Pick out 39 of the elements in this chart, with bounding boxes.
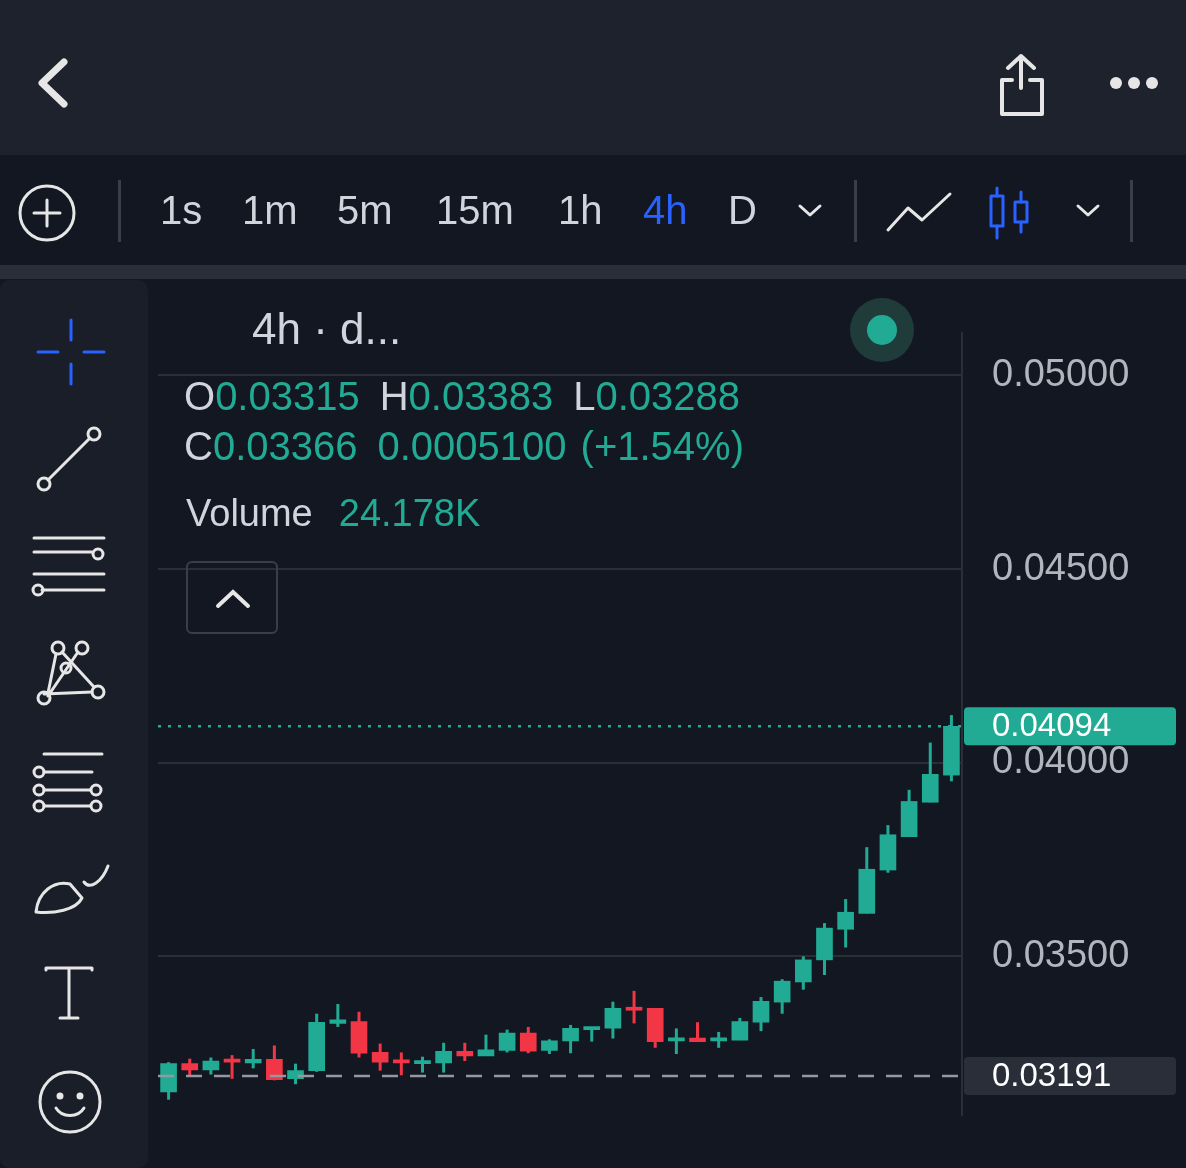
candlestick	[287, 1063, 304, 1086]
y-tick-label: 0.05000	[992, 351, 1130, 394]
candlestick	[604, 1001, 622, 1039]
candlestick	[435, 1041, 452, 1073]
annotation: Volume	[186, 492, 313, 534]
text: 15m	[436, 188, 514, 233]
candlestick	[773, 979, 791, 1014]
candlestick	[181, 1058, 199, 1077]
chart-title: 4h · d...	[252, 304, 402, 354]
candlestick	[752, 997, 770, 1033]
candlestick	[794, 956, 812, 990]
text: 1m	[242, 188, 298, 233]
y-tick-label: 0.04500	[992, 545, 1130, 588]
y-tick-label: 0.03500	[992, 932, 1130, 975]
candlestick	[329, 1004, 347, 1027]
annotation: (+1.54%)	[580, 424, 744, 468]
annotation: O0.03315	[184, 374, 360, 418]
candlestick	[371, 1043, 389, 1071]
text: 1h	[558, 188, 603, 233]
candlestick	[498, 1029, 516, 1053]
candlestick	[244, 1048, 262, 1069]
candlestick	[266, 1045, 283, 1081]
text: 4h	[643, 188, 688, 233]
candlestick	[562, 1023, 579, 1055]
annotation: 24.178K	[338, 492, 481, 534]
annotation: 0.0005100	[377, 424, 567, 468]
annotation: C0.03366	[184, 424, 358, 468]
text: D	[728, 188, 757, 233]
annotation: H0.03383	[379, 374, 554, 418]
candlestick	[519, 1025, 537, 1055]
candlestick	[689, 1022, 706, 1042]
annotation: L0.03288	[573, 374, 741, 418]
candlestick	[477, 1034, 495, 1057]
text: 1s	[160, 188, 203, 233]
candlestick	[456, 1041, 474, 1061]
candlestick	[625, 989, 643, 1024]
ref-line-label: 0.03191	[992, 1056, 1112, 1094]
candlestick	[837, 899, 854, 948]
text: 5m	[337, 188, 393, 233]
